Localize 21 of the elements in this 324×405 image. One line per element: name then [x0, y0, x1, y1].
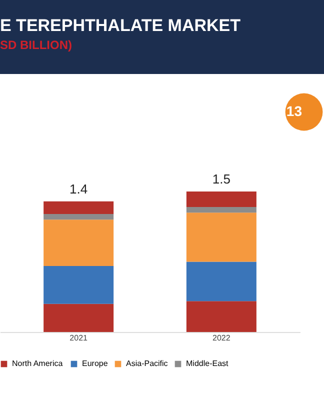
text: 13: [286, 103, 302, 119]
chart-title: E TEREPHTHALATE MARKET: [0, 16, 242, 35]
legend-label: Europe: [82, 359, 108, 368]
bar: [44, 220, 114, 266]
text: 1.5: [212, 172, 230, 187]
legend-label: Middle-East: [186, 359, 230, 368]
annotation: 1.4: [70, 181, 88, 196]
bar: [186, 301, 256, 332]
bar: [186, 207, 256, 213]
bar: [186, 262, 256, 302]
bar: [44, 304, 114, 332]
bar: [186, 212, 256, 262]
chart-subtitle: SD BILLION): [0, 38, 72, 52]
legend-label: Asia-Pacific: [126, 359, 168, 368]
legend-label: North America: [12, 359, 64, 368]
x-tick-label: 2022: [212, 334, 231, 342]
bar: [44, 214, 114, 220]
bar: [44, 201, 114, 214]
x-tick-label: 2021: [70, 334, 88, 342]
bar: [44, 266, 114, 304]
bar: [186, 192, 256, 207]
